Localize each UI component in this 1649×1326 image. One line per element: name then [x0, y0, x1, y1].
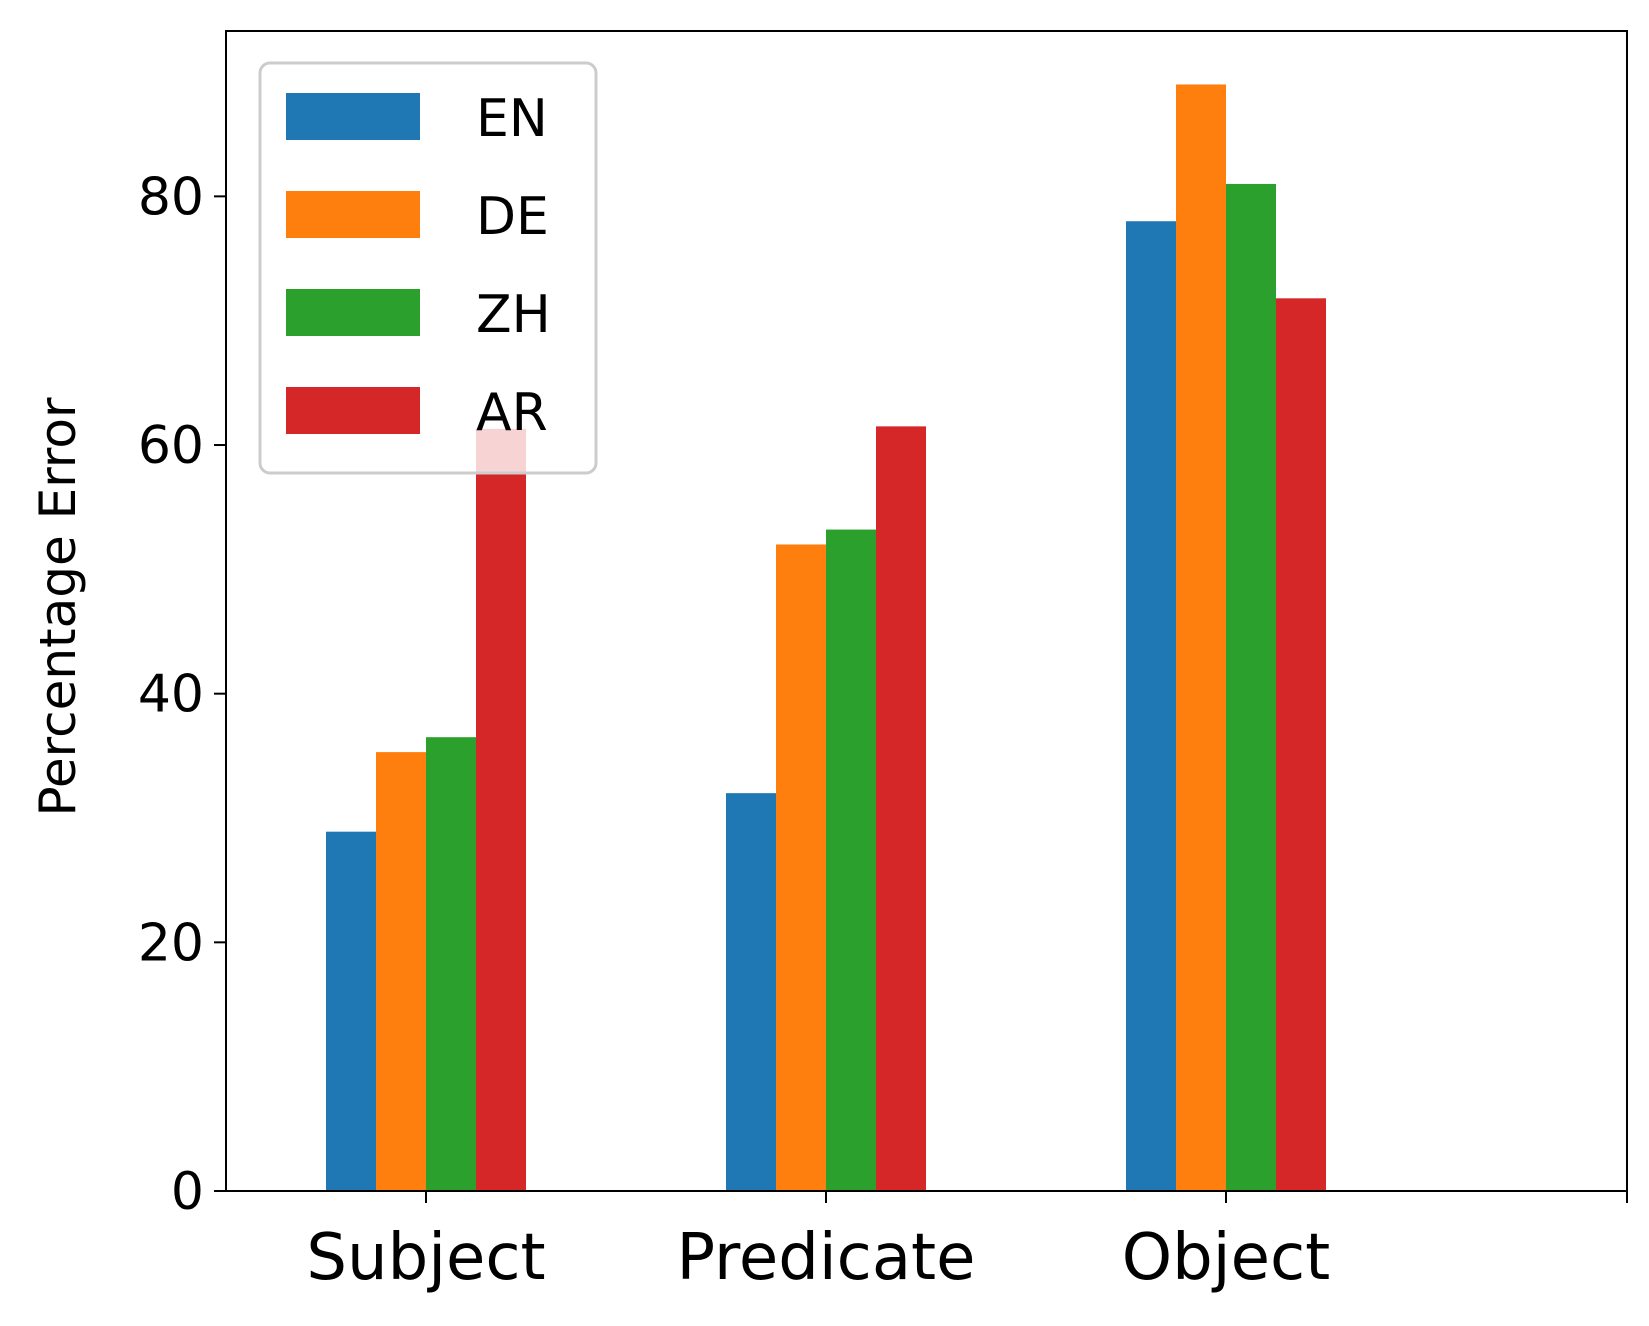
- bar-en-object: [1126, 221, 1176, 1191]
- x-tick-label-subject: Subject: [306, 1221, 545, 1295]
- legend-swatch-de: [286, 191, 420, 238]
- legend-swatch-en: [286, 93, 420, 140]
- y-tick-label-40: 40: [138, 665, 204, 725]
- bar-en-predicate: [726, 793, 776, 1191]
- bar-ar-subject: [476, 428, 526, 1191]
- y-tick-label-80: 80: [138, 167, 204, 227]
- y-axis-title: Percentage Error: [29, 397, 87, 816]
- legend-label-ar: AR: [476, 383, 548, 443]
- legend: EN DE ZH AR: [258, 61, 598, 475]
- x-tick-label-predicate: Predicate: [676, 1221, 975, 1295]
- y-tick-label-60: 60: [138, 416, 204, 476]
- legend-swatch-zh: [286, 289, 420, 336]
- axes-layer: 0 20 40 60 80 Subject Predicate Object: [138, 30, 1628, 1295]
- x-tick-label-object: Object: [1122, 1221, 1330, 1295]
- bar-zh-subject: [426, 737, 476, 1191]
- y-tick-label-20: 20: [138, 913, 204, 973]
- bar-zh-predicate: [826, 529, 876, 1191]
- legend-label-en: EN: [476, 89, 548, 149]
- legend-swatch-ar: [286, 387, 420, 434]
- bars-layer: [326, 84, 1326, 1192]
- bar-ar-predicate: [876, 426, 926, 1192]
- bar-zh-object: [1226, 183, 1276, 1192]
- bar-de-subject: [376, 752, 426, 1191]
- bar-de-object: [1176, 84, 1226, 1192]
- plot-frame: [225, 30, 1628, 1192]
- legend-box: [258, 61, 598, 475]
- bar-de-predicate: [776, 544, 826, 1191]
- bar-ar-object: [1276, 298, 1326, 1191]
- legend-label-zh: ZH: [476, 285, 551, 345]
- y-tick-label-0: 0: [171, 1162, 204, 1222]
- legend-label-de: DE: [476, 187, 549, 247]
- bar-en-subject: [326, 831, 376, 1191]
